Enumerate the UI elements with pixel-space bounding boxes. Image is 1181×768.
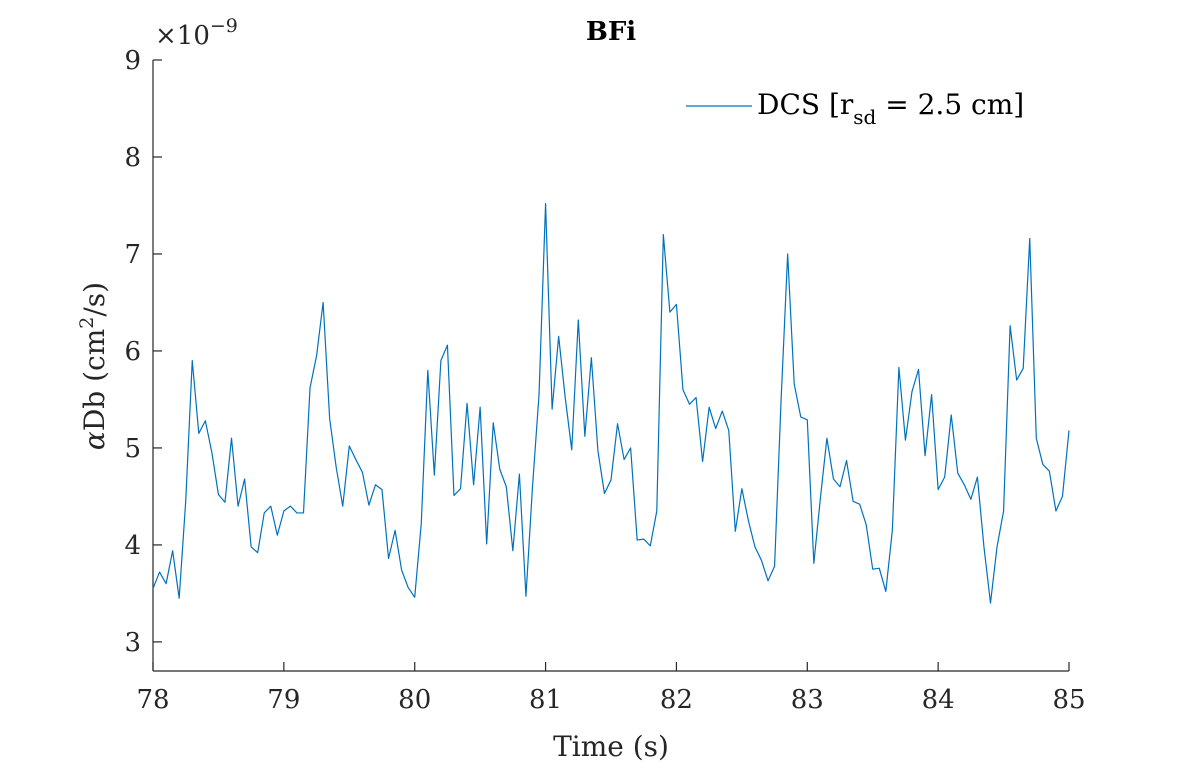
y-exponent-base: ×10 <box>155 21 210 51</box>
axes <box>152 60 1069 672</box>
y-exponent-power: −9 <box>210 15 238 37</box>
y-ticks: 3 4 5 6 7 8 9 <box>124 46 162 658</box>
x-ticks: 78 79 80 81 82 83 84 85 <box>136 662 1086 715</box>
y-axis-label-end: /s) <box>78 282 111 317</box>
y-tick-label: 5 <box>124 434 141 464</box>
legend-label-prefix: DCS [r <box>757 88 854 121</box>
y-exponent: ×10−9 <box>155 15 238 51</box>
y-axis-label: αDb (cm2/s) <box>76 282 111 450</box>
y-tick-label: 4 <box>124 531 141 561</box>
y-tick-label: 9 <box>124 46 141 76</box>
x-tick-label: 80 <box>398 685 431 715</box>
y-axis-label-sup: 2 <box>76 317 98 329</box>
y-tick-label: 7 <box>124 240 141 270</box>
x-tick-label: 84 <box>922 685 955 715</box>
x-tick-label: 82 <box>660 685 693 715</box>
legend-label: DCS [rsd = 2.5 cm] <box>757 88 1024 129</box>
x-tick-label: 83 <box>791 685 824 715</box>
legend-label-sub: sd <box>853 105 876 129</box>
legend: DCS [rsd = 2.5 cm] <box>686 88 1024 129</box>
series-line-0 <box>152 202 1070 604</box>
series-layer <box>152 202 1070 604</box>
y-tick-label: 8 <box>124 143 141 173</box>
chart-title: BFi <box>586 17 636 47</box>
y-axis-label-symbol: α <box>78 431 111 450</box>
y-tick-label: 3 <box>124 628 141 658</box>
x-tick-label: 81 <box>529 685 562 715</box>
x-tick-label: 85 <box>1052 685 1085 715</box>
y-axis-label-main: Db (cm <box>78 329 111 431</box>
x-tick-label: 79 <box>267 685 300 715</box>
y-tick-label: 6 <box>124 337 141 367</box>
x-axis-label: Time (s) <box>553 730 669 763</box>
x-tick-label: 78 <box>136 685 169 715</box>
legend-label-suffix: = 2.5 cm] <box>876 88 1024 121</box>
